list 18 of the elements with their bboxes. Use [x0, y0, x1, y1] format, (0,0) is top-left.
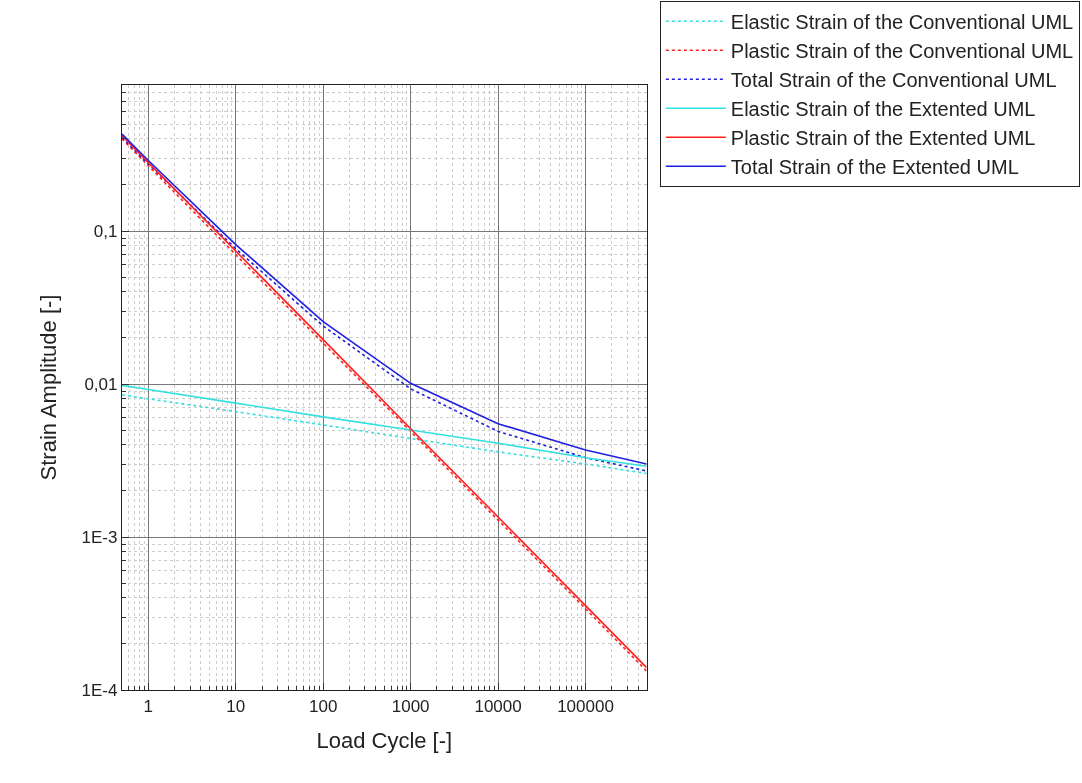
legend-label: Total Strain of the Extented UML [730, 156, 1019, 179]
x-tick-label: 1000 [391, 696, 430, 716]
x-tick-label: 100 [309, 696, 338, 716]
y-tick-label: 0,01 [84, 374, 118, 394]
x-tick-label: 1 [143, 696, 154, 716]
x-tick-label: 10000 [474, 696, 522, 716]
y-tick-label: 0,1 [93, 221, 118, 241]
legend-label: Total Strain of the Conventional UML [730, 69, 1057, 92]
x-tick-label: 100000 [557, 696, 614, 716]
legend-label: Plastic Strain of the Conventional UML [730, 40, 1074, 63]
y-tick-label: 1E-3 [81, 527, 118, 547]
y-tick-label: 1E-4 [81, 680, 118, 700]
y-axis-title: Strain Amplitude [-] [36, 294, 62, 481]
legend-label: Elastic Strain of the Extented UML [730, 98, 1036, 121]
legend-label: Plastic Strain of the Extented UML [730, 127, 1036, 150]
legend-label: Elastic Strain of the Conventional UML [730, 11, 1074, 34]
x-tick-label: 10 [226, 696, 246, 716]
x-axis-title: Load Cycle [-] [316, 728, 453, 754]
